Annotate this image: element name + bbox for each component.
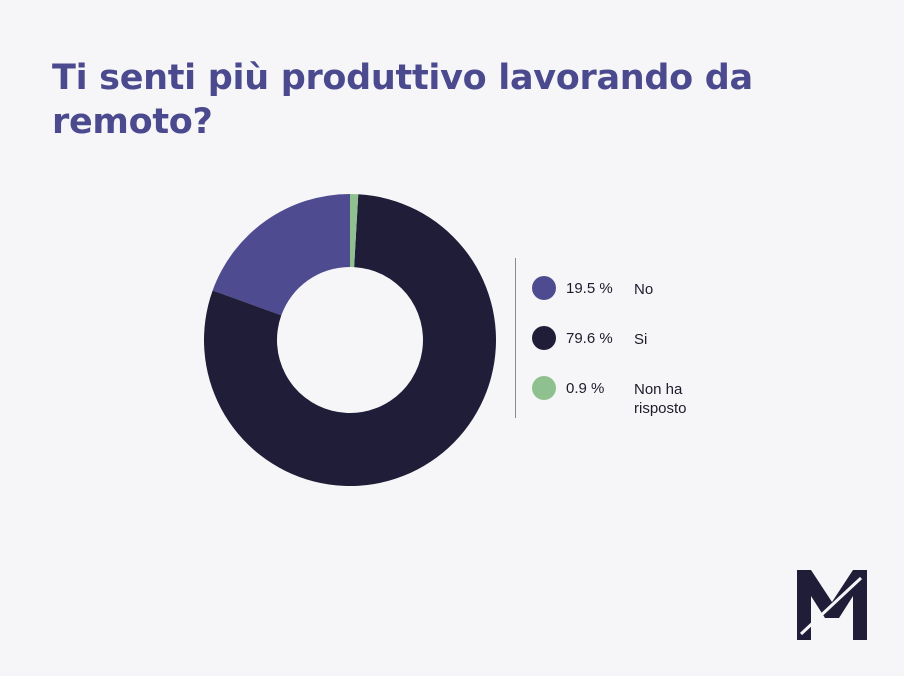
legend-swatch-no: [532, 276, 556, 300]
legend-label-si: Si: [634, 331, 648, 348]
legend: 19.5 % No 79.6 % Si 0.9 % Non ha rispost…: [532, 272, 732, 422]
donut-slice-si: [203, 194, 496, 486]
chart-title: Ti senti più produttivo lavorando da rem…: [52, 58, 753, 142]
legend-label-no: No: [634, 281, 654, 298]
donut-chart: [203, 194, 496, 486]
legend-value-no: 19.5 %: [566, 280, 613, 297]
legend-label-non-ha-risposto: Non ha risposto: [634, 381, 687, 417]
legend-item-no: 19.5 % No: [532, 272, 732, 322]
donut-slice-non-ha-risposto: [350, 194, 359, 268]
legend-divider: [515, 258, 516, 418]
legend-value-si: 79.6 %: [566, 330, 613, 347]
legend-item-non-ha-risposto: 0.9 % Non ha risposto: [532, 372, 732, 422]
legend-item-si: 79.6 % Si: [532, 322, 732, 372]
legend-swatch-non-ha-risposto: [532, 376, 556, 400]
donut-slice-no: [212, 194, 350, 316]
legend-value-non-ha-risposto: 0.9 %: [566, 380, 605, 397]
m-logo-icon: [797, 570, 867, 640]
legend-swatch-si: [532, 326, 556, 350]
